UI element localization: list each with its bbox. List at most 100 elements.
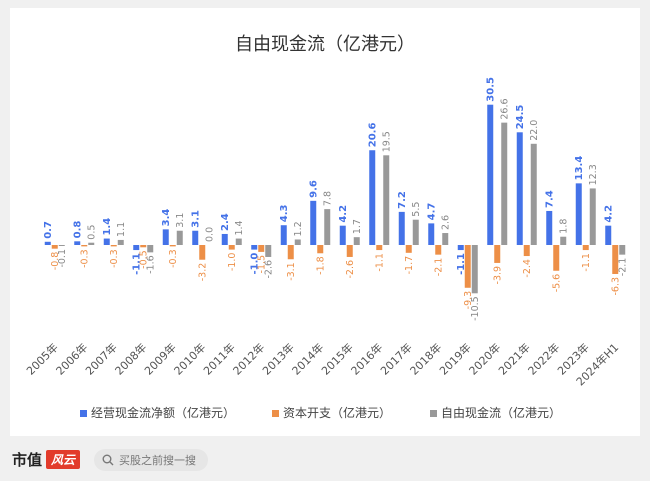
data-label-s2-10: 1.7 (352, 219, 363, 234)
data-label-s2-3: -1.6 (145, 255, 156, 274)
data-label-s0-14: -1.1 (456, 253, 467, 275)
data-label-s0-0: 0.7 (43, 221, 54, 239)
data-label-s0-5: 3.1 (190, 210, 201, 228)
x-tick-label: 2005年 (23, 340, 60, 377)
data-label-s2-4: 3.1 (175, 213, 186, 228)
data-label-s2-16: 22.0 (529, 120, 540, 141)
data-label-s2-11: 19.5 (381, 131, 392, 152)
legend-swatch-1 (272, 410, 279, 417)
data-label-s2-5: 0.0 (204, 227, 215, 242)
data-label-s0-17: 7.4 (544, 190, 555, 208)
data-label-s0-11: 20.6 (367, 123, 378, 148)
bar-s1-5 (199, 245, 206, 260)
brand-text: 市值 (12, 451, 43, 469)
bar-s0-16 (516, 132, 523, 245)
bars-group (44, 104, 626, 294)
data-label-s2-2: 1.1 (116, 222, 127, 237)
data-label-s2-0: -0.1 (57, 249, 68, 268)
bar-s2-10 (353, 237, 360, 245)
bar-s2-11 (383, 155, 390, 245)
data-label-s1-13: -2.1 (433, 258, 444, 277)
bar-s2-0 (58, 245, 65, 246)
x-tick-label: 2019年 (436, 340, 473, 377)
data-label-s0-1: 0.8 (72, 221, 83, 239)
data-label-s1-8: -3.1 (286, 262, 297, 281)
x-tick-label: 2009年 (141, 340, 178, 377)
data-label-s0-7: -1.0 (249, 253, 260, 275)
bar-s1-0 (51, 245, 58, 249)
data-label-s0-4: 3.4 (161, 209, 172, 227)
bar-s0-10 (339, 225, 346, 245)
bar-s0-13 (428, 223, 435, 245)
x-tick-label: 2012年 (230, 340, 267, 377)
bar-s2-15 (501, 122, 508, 245)
bar-s0-11 (369, 150, 376, 245)
chart: 自由现金流（亿港元） 0.7 -0.8-0.1 0.8 -0.3 0.5 1.4 -0.3 1… (23, 34, 629, 420)
bar-s2-4 (176, 230, 183, 245)
data-label-s1-15: -3.9 (492, 266, 503, 285)
bar-s0-6 (221, 233, 228, 245)
bar-s2-8 (294, 239, 301, 245)
bar-s0-17 (546, 210, 553, 245)
brand-mark: 风云 (46, 450, 81, 469)
bar-s2-19 (619, 245, 626, 255)
data-labels-group: 0.7-0.8-0.10.8-0.30.5 1.4-0.31.1-1.1-0.5-… (43, 77, 629, 321)
x-tick-label: 2007年 (82, 340, 119, 377)
data-label-s0-6: 2.4 (220, 213, 231, 231)
data-label-s2-12: 5.5 (411, 202, 422, 217)
bar-s1-4 (169, 245, 176, 247)
data-label-s1-0: -0.8 (50, 252, 61, 271)
bar-s2-6 (235, 238, 242, 245)
brand-logo[interactable]: 市值 风云 (12, 449, 81, 470)
data-label-s1-3: -0.5 (138, 250, 149, 269)
bar-s1-8 (287, 245, 294, 260)
data-label-s1-18: -1.1 (581, 253, 592, 272)
data-label-s2-15: 26.6 (499, 98, 510, 119)
x-tick-label: 2020年 (466, 340, 503, 377)
data-label-s2-9: 7.8 (322, 191, 333, 206)
bar-s2-7 (265, 245, 272, 257)
bar-s1-13 (435, 245, 442, 255)
search-placeholder: 买股之前搜一搜 (119, 453, 197, 467)
data-label-s1-19: -6.3 (610, 277, 621, 296)
x-tick-label: 2015年 (318, 340, 355, 377)
data-label-s2-19: -2.1 (617, 258, 628, 277)
data-label-s0-9: 9.6 (308, 180, 319, 198)
bar-s0-1 (74, 241, 81, 245)
bar-s0-5 (192, 230, 199, 245)
x-tick-label: 2010年 (171, 340, 208, 377)
bar-s0-18 (575, 183, 582, 245)
bar-s2-14 (471, 245, 478, 294)
search-box[interactable]: 买股之前搜一搜 (94, 448, 209, 471)
legend-label-1: 资本开支（亿港元） (283, 405, 391, 420)
data-label-s1-4: -0.3 (168, 249, 179, 268)
bar-s2-12 (412, 219, 419, 245)
bar-s0-14 (457, 245, 464, 251)
data-label-s2-6: 1.4 (234, 220, 245, 235)
data-label-s1-1: -0.3 (79, 249, 90, 268)
data-label-s1-16: -2.4 (522, 259, 533, 278)
data-label-s1-5: -3.2 (197, 263, 208, 282)
bar-s0-9 (310, 200, 317, 245)
bar-s1-19 (612, 245, 619, 274)
data-label-s0-2: 1.4 (102, 218, 113, 236)
bar-s0-15 (487, 104, 494, 245)
data-label-s1-17: -5.6 (551, 274, 562, 293)
data-label-s1-6: -1.0 (227, 253, 238, 272)
footer: 市值 风云 买股之前搜一搜 (0, 438, 650, 481)
data-label-s2-14: -10.5 (470, 296, 481, 321)
bar-s2-16 (530, 143, 537, 245)
bar-s1-3 (140, 245, 147, 248)
x-tick-label: 2013年 (259, 340, 296, 377)
bar-s2-3 (147, 245, 154, 253)
data-label-s1-9: -1.8 (315, 256, 326, 275)
data-label-s0-12: 7.2 (397, 191, 408, 209)
bar-s1-9 (317, 245, 324, 254)
bar-s1-1 (81, 245, 88, 247)
bar-s1-18 (582, 245, 589, 251)
legend-swatch-0 (80, 410, 87, 417)
data-label-s2-1: 0.5 (86, 225, 97, 240)
data-label-s1-2: -0.3 (109, 249, 120, 268)
bar-s2-18 (589, 188, 596, 245)
data-label-s0-3: -1.1 (131, 253, 142, 275)
